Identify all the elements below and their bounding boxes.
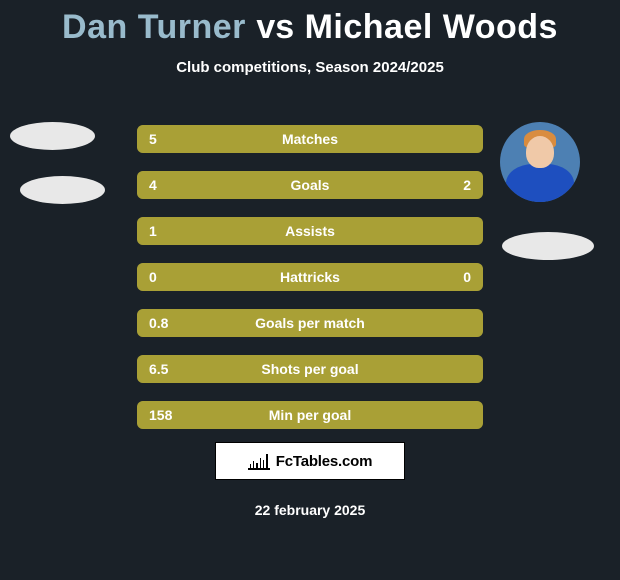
stat-label: Assists — [137, 217, 483, 245]
footer-logo: FcTables.com — [215, 442, 405, 480]
player1-name: Dan Turner — [62, 8, 246, 46]
page-title: Dan Turner vs Michael Woods — [0, 0, 620, 47]
player2-name: Michael Woods — [305, 8, 558, 46]
decor-oval — [20, 176, 105, 204]
stat-row: 5Matches — [137, 125, 483, 153]
stat-label: Goals — [137, 171, 483, 199]
decor-oval — [10, 122, 95, 150]
subtitle: Club competitions, Season 2024/2025 — [0, 59, 620, 76]
footer-logo-text: FcTables.com — [276, 453, 373, 470]
stat-label: Goals per match — [137, 309, 483, 337]
stat-label: Matches — [137, 125, 483, 153]
comparison-chart: 5Matches 42Goals 1Assists 00Hattricks 0.8Goa… — [137, 125, 483, 447]
stat-label: Shots per goal — [137, 355, 483, 383]
stat-row: 158Min per goal — [137, 401, 483, 429]
avatar-jersey — [506, 164, 574, 202]
player2-avatar — [500, 122, 580, 202]
stat-label: Hattricks — [137, 263, 483, 291]
stat-row: 1Assists — [137, 217, 483, 245]
stat-row: 0.8Goals per match — [137, 309, 483, 337]
stat-row: 42Goals — [137, 171, 483, 199]
vs-text: vs — [256, 8, 294, 46]
stat-row: 00Hattricks — [137, 263, 483, 291]
chart-bars-icon — [248, 452, 270, 470]
decor-oval — [502, 232, 594, 260]
stat-label: Min per goal — [137, 401, 483, 429]
avatar-face — [526, 136, 554, 168]
footer-date: 22 february 2025 — [0, 502, 620, 518]
stat-row: 6.5Shots per goal — [137, 355, 483, 383]
